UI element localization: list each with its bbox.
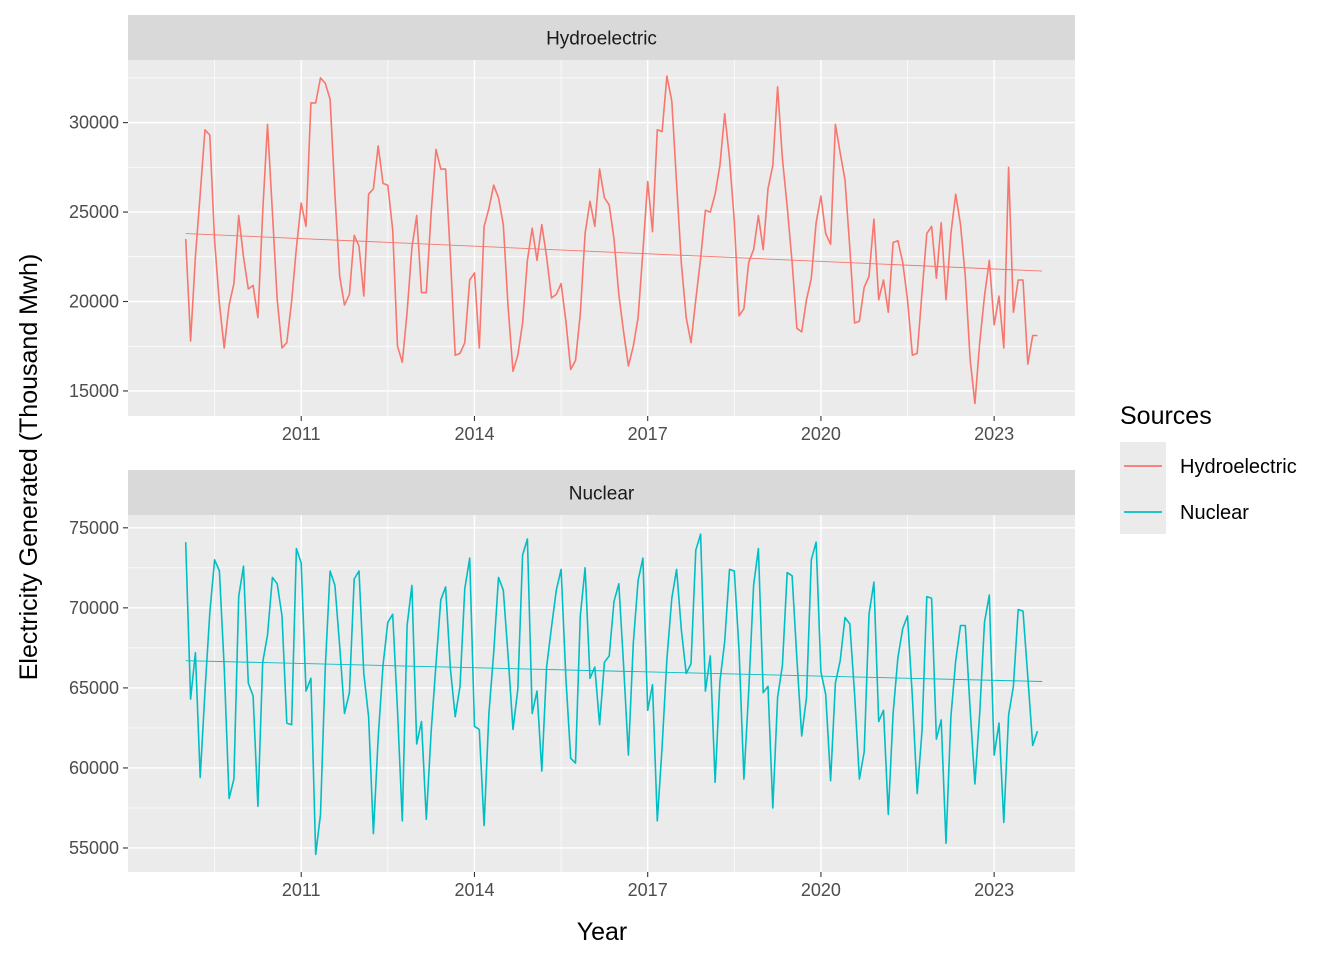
x-tick-label: 2011 [282, 880, 321, 900]
legend-label-nuclear: Nuclear [1180, 502, 1249, 524]
legend-label-hydroelectric: Hydroelectric [1180, 456, 1297, 478]
x-tick-label: 2011 [282, 424, 321, 444]
x-tick-label: 2014 [454, 880, 494, 900]
panel-nuclear: Nuclear 55000 60000 65000 70000 75000 2011 2014… [69, 470, 1075, 900]
series-line-nuclear [184, 533, 1039, 856]
x-tick-label: 2020 [801, 424, 841, 444]
strip-label-hydroelectric: Hydroelectric [546, 29, 657, 50]
legend: Sources Hydroelectric Nuclear [1120, 402, 1297, 534]
x-tick-label: 2017 [628, 424, 668, 444]
strip-nuclear [128, 470, 1075, 515]
x-tick-label: 2014 [454, 424, 494, 444]
y-tick-label: 55000 [69, 838, 119, 858]
trend-line-nuclear [185, 660, 1043, 682]
gridlines-hydroelectric [128, 60, 1075, 416]
y-tick-label: 30000 [69, 113, 119, 133]
strip-hydroelectric [128, 15, 1075, 60]
x-tick-label: 2023 [974, 880, 1014, 900]
y-axis-title: Electricity Generated (Thousand Mwh) [15, 254, 43, 681]
x-tick-label: 2020 [801, 880, 841, 900]
y-tick-label: 25000 [69, 202, 119, 222]
y-tick-label: 20000 [69, 292, 119, 312]
y-tick-label: 15000 [69, 381, 119, 401]
panel-hydroelectric: Hydroelectric 15000 20000 25000 30000 2011 201… [69, 15, 1075, 444]
trend-line-hydroelectric [185, 233, 1043, 272]
y-tick-label: 70000 [69, 598, 119, 618]
y-tick-label: 75000 [69, 518, 119, 538]
x-tick-label: 2017 [628, 880, 668, 900]
strip-label-nuclear: Nuclear [569, 484, 635, 505]
x-tick-label: 2023 [974, 424, 1014, 444]
legend-title: Sources [1120, 402, 1212, 430]
series-line-hydroelectric [184, 75, 1038, 405]
y-tick-label: 65000 [69, 678, 119, 698]
legend-key-background [1120, 442, 1166, 534]
y-tick-label: 60000 [69, 758, 119, 778]
x-axis-title: Year [577, 918, 628, 946]
panels: Hydroelectric 15000 20000 25000 30000 2011 201… [69, 15, 1075, 900]
